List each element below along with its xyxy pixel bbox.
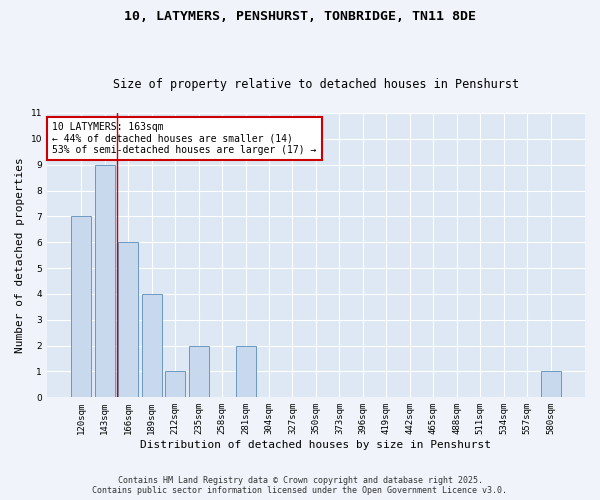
Bar (165, 372, 185, 398)
Bar (236, 346, 256, 398)
Title: Size of property relative to detached houses in Penshurst: Size of property relative to detached ho… (113, 78, 519, 91)
X-axis label: Distribution of detached houses by size in Penshurst: Distribution of detached houses by size … (140, 440, 491, 450)
Bar (71, 216, 91, 398)
Text: 10, LATYMERS, PENSHURST, TONBRIDGE, TN11 8DE: 10, LATYMERS, PENSHURST, TONBRIDGE, TN11… (124, 10, 476, 23)
Bar (541, 372, 560, 398)
Bar (188, 346, 209, 398)
Text: 10 LATYMERS: 163sqm
← 44% of detached houses are smaller (14)
53% of semi-detach: 10 LATYMERS: 163sqm ← 44% of detached ho… (52, 122, 317, 154)
Text: Contains HM Land Registry data © Crown copyright and database right 2025.
Contai: Contains HM Land Registry data © Crown c… (92, 476, 508, 495)
Bar (142, 294, 162, 398)
Bar (95, 164, 115, 398)
Y-axis label: Number of detached properties: Number of detached properties (15, 158, 25, 353)
Bar (118, 242, 138, 398)
